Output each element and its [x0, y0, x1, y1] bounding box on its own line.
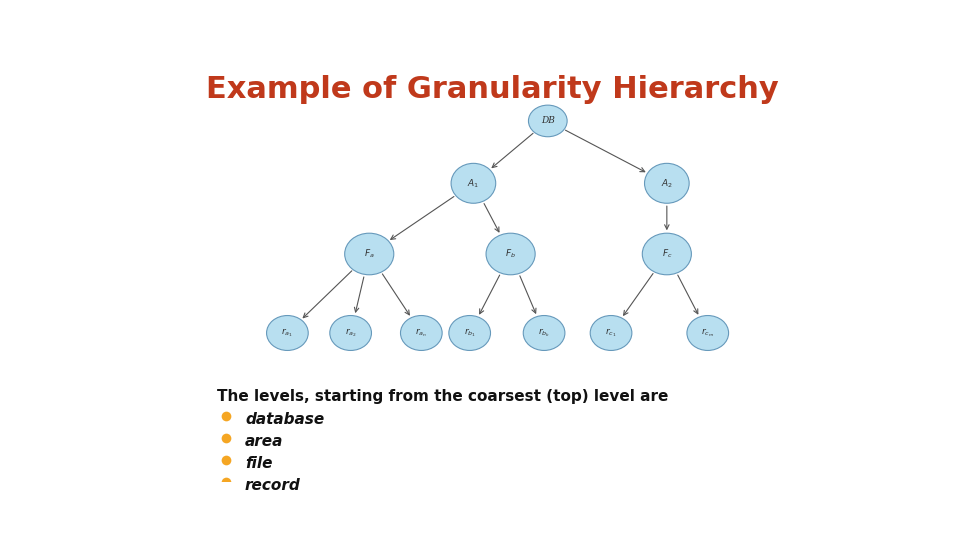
Text: DB: DB [540, 117, 555, 125]
Text: $r_{a_1}$: $r_{a_1}$ [281, 327, 294, 339]
Text: file: file [245, 456, 273, 471]
Ellipse shape [687, 315, 729, 350]
Ellipse shape [451, 163, 495, 203]
Ellipse shape [400, 315, 443, 350]
Ellipse shape [590, 315, 632, 350]
Text: $F_b$: $F_b$ [505, 248, 516, 260]
Ellipse shape [345, 233, 394, 275]
Ellipse shape [523, 315, 564, 350]
Ellipse shape [267, 315, 308, 350]
Text: $F_c$: $F_c$ [661, 248, 672, 260]
Text: area: area [245, 434, 283, 449]
Ellipse shape [330, 315, 372, 350]
Text: The levels, starting from the coarsest (top) level are: The levels, starting from the coarsest (… [217, 389, 668, 404]
Text: $r_{c_1}$: $r_{c_1}$ [605, 327, 617, 339]
Text: $r_{c_m}$: $r_{c_m}$ [701, 327, 714, 339]
Ellipse shape [528, 105, 567, 137]
Ellipse shape [644, 163, 689, 203]
Text: Example of Granularity Hierarchy: Example of Granularity Hierarchy [205, 75, 779, 104]
Ellipse shape [486, 233, 535, 275]
Ellipse shape [449, 315, 491, 350]
Text: $r_{a_2}$: $r_{a_2}$ [345, 327, 356, 339]
Text: $r_{a_n}$: $r_{a_n}$ [416, 327, 427, 339]
Text: database: database [245, 412, 324, 427]
Text: $F_a$: $F_a$ [364, 248, 374, 260]
Text: $A_1$: $A_1$ [468, 177, 479, 190]
Text: record: record [245, 478, 300, 493]
Text: $r_{b_k}$: $r_{b_k}$ [538, 327, 550, 339]
Text: $r_{b_1}$: $r_{b_1}$ [464, 327, 476, 339]
Text: $A_2$: $A_2$ [660, 177, 673, 190]
Ellipse shape [642, 233, 691, 275]
